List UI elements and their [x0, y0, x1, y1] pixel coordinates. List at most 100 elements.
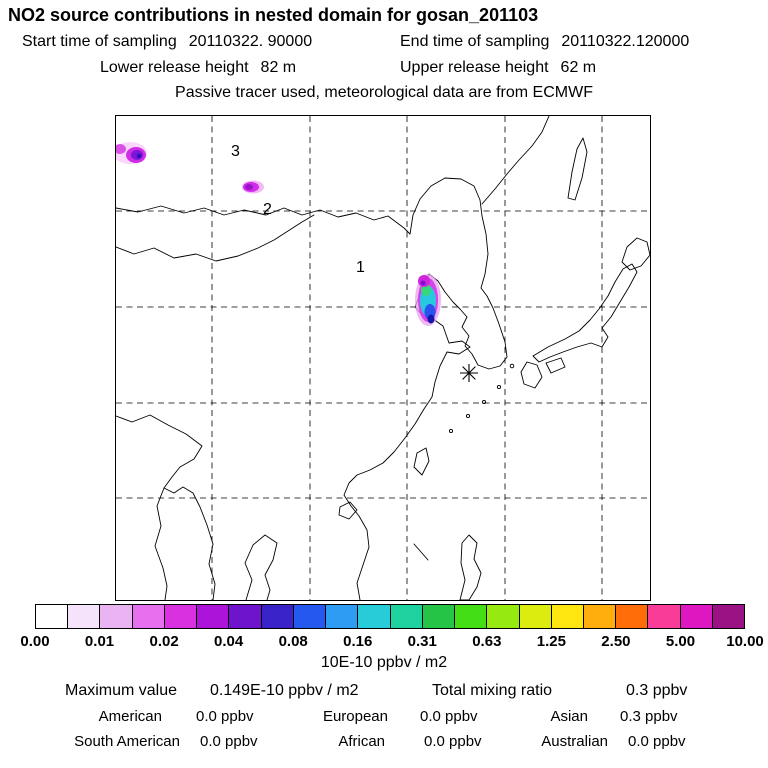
colorbar-segment: [132, 605, 165, 628]
start-time-value: 20110322. 90000: [188, 33, 313, 50]
coast-okhotsk: [481, 115, 550, 205]
island-hainan: [338, 501, 358, 520]
colorbar-segment: [616, 605, 649, 628]
end-time-group: End time of sampling 20110322.120000: [400, 33, 689, 51]
plume-navy: [427, 314, 435, 324]
contribution-value-australian: 0.0 ppbv: [628, 733, 686, 750]
max-value-label: Maximum value: [65, 682, 178, 699]
lower-release-value: 82 m: [260, 59, 297, 76]
source-region-label-2: 2: [263, 201, 272, 218]
colorbar-segment: [487, 605, 520, 628]
colorbar-segment: [197, 605, 230, 628]
upper-release-value: 62 m: [560, 59, 597, 76]
contribution-label-australian: Australian: [541, 733, 608, 750]
colorbar-segment: [36, 605, 69, 628]
lower-release-label: Lower release height: [100, 59, 249, 76]
border-north: [115, 205, 411, 235]
contribution-value-asian: 0.3 ppbv: [620, 708, 678, 725]
colorbar-segment: [261, 605, 294, 628]
island-ryukyu-2: [465, 413, 471, 419]
plume-region-3: [113, 142, 147, 164]
colorbar-segment: [68, 605, 101, 628]
colorbar-tick-label: 0.63: [472, 633, 502, 650]
island-palawan: [413, 543, 429, 561]
colorbar: [35, 604, 745, 629]
island-sakhalin: [567, 137, 588, 201]
colorbar-segment: [455, 605, 488, 628]
contribution-value-american: 0.0 ppbv: [196, 708, 254, 725]
upper-release-label: Upper release height: [400, 59, 549, 76]
upper-release-group: Upper release height 62 m: [400, 59, 596, 77]
total-mixing-label: Total mixing ratio: [432, 682, 553, 699]
colorbar-segment: [583, 605, 617, 628]
plume-lobe: [114, 144, 126, 154]
max-value: 0.149E-10 ppbv / m2: [210, 682, 359, 699]
colorbar-units: 10E-10 ppbv / m2: [320, 654, 448, 671]
colorbar-segment: [712, 605, 745, 628]
island-tsushima: [509, 363, 515, 369]
colorbar-tick-label: 5.00: [665, 633, 696, 650]
island-taiwan: [413, 447, 430, 476]
lower-release-group: Lower release height 82 m: [100, 59, 296, 77]
colorbar-tick-label: 0.16: [343, 633, 373, 650]
colorbar-tick-label: 10.00: [726, 633, 764, 650]
tracer-note: Passive tracer used, meteorological data…: [175, 84, 593, 101]
coastlines: [115, 115, 651, 601]
island-honshu: [532, 263, 638, 363]
island-ryukyu-4: [496, 384, 502, 390]
stats-line: Maximum value 0.149E-10 ppbv / m2 Total …: [0, 682, 768, 702]
coast-india-east: [154, 487, 168, 601]
receptor-star-marker: [460, 364, 478, 382]
map-panel: 1 2 3: [113, 115, 651, 601]
colorbar-segment: [326, 605, 359, 628]
island-luzon: [459, 534, 482, 601]
colorbar-segment: [229, 605, 262, 628]
coast-bay-of-bengal-east: [163, 486, 216, 601]
contribution-label-european: European: [322, 708, 388, 725]
end-time-value: 20110322.120000: [561, 33, 690, 50]
contribution-label-african: African: [338, 733, 385, 750]
island-shikoku: [545, 357, 566, 374]
island-hokkaido: [621, 237, 651, 271]
contribution-value-african: 0.0 ppbv: [424, 733, 482, 750]
figure-title: NO2 source contributions in nested domai…: [8, 5, 539, 25]
end-time-label: End time of sampling: [400, 33, 550, 50]
border-mongolia-south: [115, 214, 315, 262]
colorbar-tick-label: 0.08: [278, 633, 308, 650]
colorbar-tick-label: 0.31: [407, 633, 437, 650]
plume-core-dot: [136, 153, 142, 159]
coast-indochina-gulf: [244, 534, 278, 601]
colorbar-tick-label: 0.01: [84, 633, 115, 650]
contribution-label-asian: Asian: [550, 708, 588, 725]
colorbar-tick-label: 0.02: [149, 633, 179, 650]
coast-east-asia-main: [343, 177, 508, 601]
total-mixing-value: 0.3 ppbv: [626, 682, 688, 699]
colorbar-tick-label: 0.00: [20, 633, 50, 650]
contributions-row-1: American 0.0 ppbv European 0.0 ppbv Asia…: [0, 708, 768, 726]
colorbar-segment: [519, 605, 552, 628]
colorbar-segments: [36, 605, 745, 628]
colorbar-segment: [551, 605, 584, 628]
colorbar-tick-label: 1.25: [536, 633, 566, 650]
colorbar-tick-label: 2.50: [601, 633, 631, 650]
contributions-row-2: South American 0.0 ppbv African 0.0 ppbv…: [0, 733, 768, 751]
colorbar-segment: [390, 605, 423, 628]
source-region-label-1: 1: [356, 259, 365, 276]
colorbar-segment: [358, 605, 391, 628]
plume-green: [421, 284, 431, 296]
plume-region-1: [415, 274, 441, 326]
contribution-label-american: American: [98, 708, 162, 725]
plume-core: [245, 184, 253, 190]
contribution-value-european: 0.0 ppbv: [420, 708, 478, 725]
plume-violet-dot: [420, 280, 426, 286]
colorbar-segment: [680, 605, 713, 628]
receptor-star-spoke: [462, 366, 476, 380]
colorbar-tick-label: 0.04: [214, 633, 244, 650]
contribution-label-south-american: South American: [74, 733, 180, 750]
start-time-label: Start time of sampling: [22, 33, 177, 50]
contribution-value-south-american: 0.0 ppbv: [200, 733, 258, 750]
plume-core: [131, 150, 143, 160]
island-ryukyu-3: [481, 399, 487, 405]
island-ryukyu-1: [448, 428, 454, 434]
